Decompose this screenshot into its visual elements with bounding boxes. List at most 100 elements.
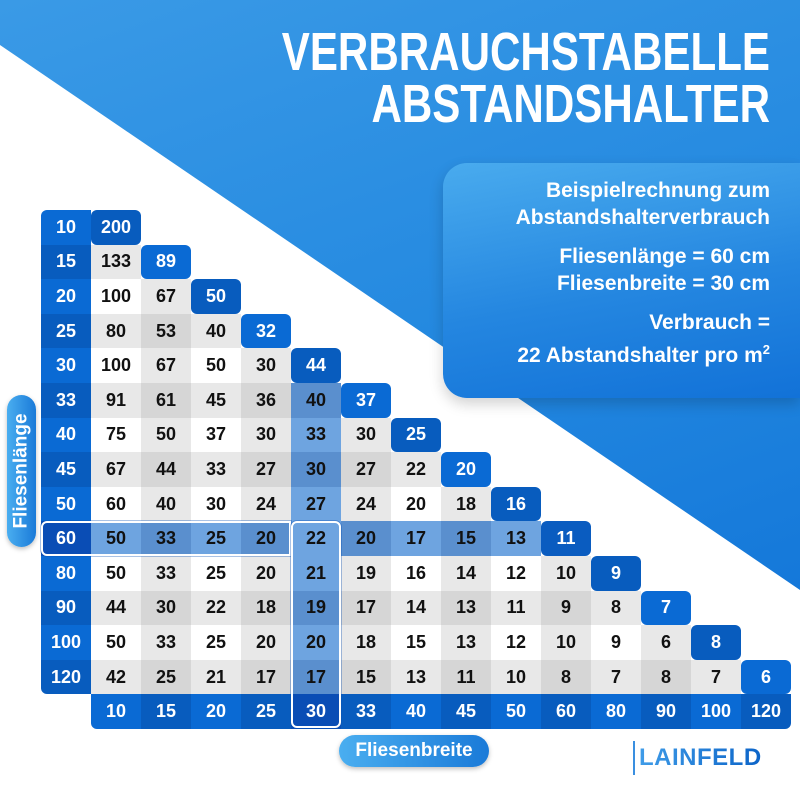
table-cell: 22 [391,452,441,487]
table-cell: 17 [341,590,391,626]
table-cell: 30 [241,417,291,453]
table-cell: 9 [591,625,641,660]
title-line-1: VERBRAUCHSTABELLE [281,22,770,82]
table-cell-diagonal: 6 [741,659,791,695]
row-header: 120 [41,659,91,695]
row-axis-label-text: Fliesenlänge [10,413,32,529]
row-header: 40 [41,417,91,453]
example-result-superscript: 2 [762,342,770,357]
example-width: Fliesenbreite = 30 cm [556,272,770,295]
table-cell: 33 [191,452,241,487]
table-cell: 45 [191,383,241,418]
example-result-line-2: 22 Abstandshalter pro m2 [453,336,770,369]
row-header: 25 [41,313,91,349]
row-header: 60 [41,521,91,556]
table-cell: 27 [341,452,391,487]
page-title: VERBRAUCHSTABELLE ABSTANDSHALTER [281,22,770,134]
table-cell: 10 [491,659,541,695]
table-cell: 75 [91,417,141,453]
table-cell: 11 [441,659,491,695]
table-cell: 15 [391,625,441,660]
row-axis-label: Fliesenlänge [7,395,36,547]
title-line-2: ABSTANDSHALTER [371,74,770,134]
row-header: 15 [41,244,91,280]
row-header: 20 [41,279,91,314]
brand-name: LAINFELD [639,744,762,771]
table-cell: 37 [191,417,241,453]
table-cell: 67 [91,452,141,487]
table-cell: 61 [141,383,191,418]
table-cell: 19 [291,590,341,626]
table-cell: 20 [241,556,291,591]
table-cell-diagonal: 20 [441,452,491,487]
table-cell: 33 [141,556,191,591]
table-cell: 50 [191,348,241,383]
row-header: 100 [41,625,91,660]
table-cell-diagonal: 89 [141,244,191,280]
table-cell: 17 [241,659,291,695]
column-header: 15 [141,694,191,729]
table-cell: 24 [341,486,391,522]
row-header: 90 [41,590,91,626]
example-result: Verbrauch = 22 Abstandshalter pro m2 [453,309,770,369]
table-cell: 42 [91,659,141,695]
table-cell-diagonal: 44 [291,348,341,383]
table-cell: 15 [341,659,391,695]
example-dimensions: Fliesenlänge = 60 cm Fliesenbreite = 30 … [453,243,770,297]
row-header: 33 [41,383,91,418]
column-header: 10 [91,694,141,729]
table-cell: 15 [441,521,491,556]
table-cell: 24 [241,486,291,522]
table-cell: 67 [141,279,191,314]
table-cell: 14 [441,556,491,591]
column-axis-label: Fliesenbreite [339,735,489,767]
table-cell: 30 [241,348,291,383]
table-cell: 10 [541,625,591,660]
table-cell: 6 [641,625,691,660]
table-cell-diagonal: 16 [491,486,541,522]
table-cell: 12 [491,556,541,591]
table-cell: 25 [191,556,241,591]
table-cell: 7 [691,659,741,695]
table-cell: 7 [591,659,641,695]
column-header: 40 [391,694,441,729]
table-cell: 44 [91,590,141,626]
table-cell: 20 [241,521,291,556]
table-cell: 25 [191,521,241,556]
table-cell: 13 [391,659,441,695]
column-header: 120 [741,694,791,729]
table-cell: 13 [441,625,491,660]
table-cell: 18 [341,625,391,660]
table-cell: 13 [491,521,541,556]
column-header: 20 [191,694,241,729]
row-header: 50 [41,486,91,522]
table-cell: 67 [141,348,191,383]
column-header: 33 [341,694,391,729]
table-cell: 40 [291,383,341,418]
column-header: 100 [691,694,741,729]
brand-divider [633,741,635,775]
table-cell: 25 [141,659,191,695]
table-cell: 30 [341,417,391,453]
table-cell-diagonal: 9 [591,556,641,591]
table-cell: 17 [291,659,341,695]
table-cell: 50 [141,417,191,453]
table-cell: 18 [441,486,491,522]
table-cell: 33 [291,417,341,453]
row-header: 80 [41,556,91,591]
table-cell: 14 [391,590,441,626]
table-cell: 33 [141,625,191,660]
table-cell: 10 [541,556,591,591]
table-cell: 33 [141,521,191,556]
table-cell: 30 [291,452,341,487]
table-cell-diagonal: 37 [341,383,391,418]
table-cell: 22 [191,590,241,626]
table-cell: 30 [191,486,241,522]
brand-logo: LAINFELD [633,741,762,775]
table-cell: 53 [141,313,191,349]
example-calculation-box: Beispielrechnung zum Abstandshalterverbr… [443,163,800,398]
column-header: 60 [541,694,591,729]
table-cell: 20 [391,486,441,522]
column-header: 45 [441,694,491,729]
table-cell: 50 [91,625,141,660]
